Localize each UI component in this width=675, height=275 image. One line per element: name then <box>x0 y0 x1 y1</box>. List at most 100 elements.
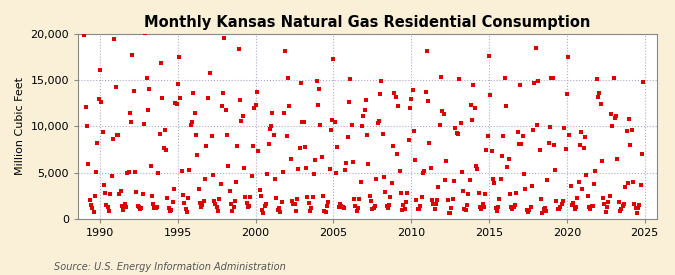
Point <box>221 108 232 112</box>
Point <box>479 205 489 209</box>
Point <box>333 205 344 209</box>
Point <box>204 19 215 24</box>
Point <box>341 161 352 165</box>
Point <box>310 158 321 163</box>
Point <box>223 164 234 168</box>
Point <box>272 208 283 213</box>
Point <box>443 210 454 215</box>
Point <box>151 206 161 210</box>
Point <box>467 117 478 122</box>
Point <box>342 135 353 139</box>
Point <box>153 171 164 175</box>
Point <box>325 128 336 132</box>
Point <box>227 209 238 213</box>
Point <box>397 207 408 212</box>
Point <box>345 76 356 81</box>
Point <box>568 200 578 205</box>
Point <box>589 182 599 186</box>
Point <box>390 95 401 99</box>
Point <box>432 197 443 202</box>
Point <box>200 177 211 181</box>
Point <box>263 142 274 147</box>
Point <box>92 141 103 145</box>
Point <box>304 208 315 213</box>
Point <box>585 206 595 211</box>
Point <box>629 202 640 206</box>
Point <box>270 177 281 181</box>
Point <box>626 128 637 132</box>
Point <box>377 132 388 136</box>
Point <box>369 204 380 208</box>
Point <box>82 123 92 128</box>
Y-axis label: Million Cubic Feet: Million Cubic Feet <box>15 78 25 175</box>
Point <box>256 207 267 212</box>
Point <box>539 206 550 210</box>
Point <box>570 204 581 209</box>
Point <box>115 188 126 193</box>
Point <box>435 75 446 79</box>
Point <box>165 209 176 213</box>
Point <box>393 104 404 108</box>
Point <box>240 195 250 199</box>
Point <box>451 131 462 135</box>
Point <box>462 203 472 207</box>
Point <box>99 182 109 187</box>
Point <box>574 143 585 147</box>
Point <box>428 202 439 206</box>
Point <box>246 174 257 178</box>
Point <box>389 91 400 96</box>
Point <box>583 194 593 198</box>
Point <box>249 106 260 110</box>
Point <box>442 198 453 203</box>
Point <box>463 192 474 197</box>
Point <box>138 192 148 196</box>
Point <box>159 128 170 132</box>
Point <box>545 124 556 129</box>
Point <box>385 195 396 199</box>
Point <box>556 202 567 207</box>
Point <box>241 201 252 205</box>
Point <box>324 167 335 171</box>
Point <box>480 192 491 196</box>
Point <box>352 206 363 211</box>
Point <box>173 55 184 59</box>
Point <box>329 120 340 125</box>
Point <box>201 144 212 148</box>
Point <box>327 118 338 122</box>
Point <box>458 189 468 193</box>
Point <box>429 207 440 211</box>
Point <box>172 82 183 86</box>
Point <box>93 97 104 101</box>
Point <box>96 100 107 104</box>
Point <box>328 57 339 62</box>
Point <box>410 158 421 163</box>
Point <box>500 103 511 108</box>
Point <box>79 33 90 37</box>
Point <box>286 157 296 161</box>
Point <box>253 149 264 154</box>
Point <box>493 205 504 209</box>
Point <box>161 148 171 152</box>
Point <box>225 202 236 206</box>
Point <box>394 169 405 173</box>
Point <box>318 194 329 199</box>
Point <box>113 133 124 138</box>
Point <box>315 122 326 127</box>
Point <box>189 111 200 115</box>
Point <box>423 98 433 103</box>
Point <box>522 210 533 214</box>
Point <box>367 207 378 211</box>
Point <box>490 206 501 210</box>
Point <box>371 177 381 182</box>
Point <box>375 92 385 96</box>
Point <box>383 205 394 210</box>
Point <box>358 114 369 119</box>
Point <box>245 195 256 199</box>
Point <box>516 142 527 146</box>
Point <box>340 168 350 172</box>
Text: Source: U.S. Energy Information Administration: Source: U.S. Energy Information Administ… <box>54 262 286 272</box>
Point <box>420 89 431 94</box>
Point <box>89 194 100 199</box>
Point <box>237 114 248 119</box>
Point <box>446 206 457 211</box>
